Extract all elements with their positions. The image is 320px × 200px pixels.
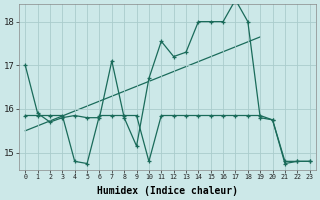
X-axis label: Humidex (Indice chaleur): Humidex (Indice chaleur) — [97, 186, 238, 196]
